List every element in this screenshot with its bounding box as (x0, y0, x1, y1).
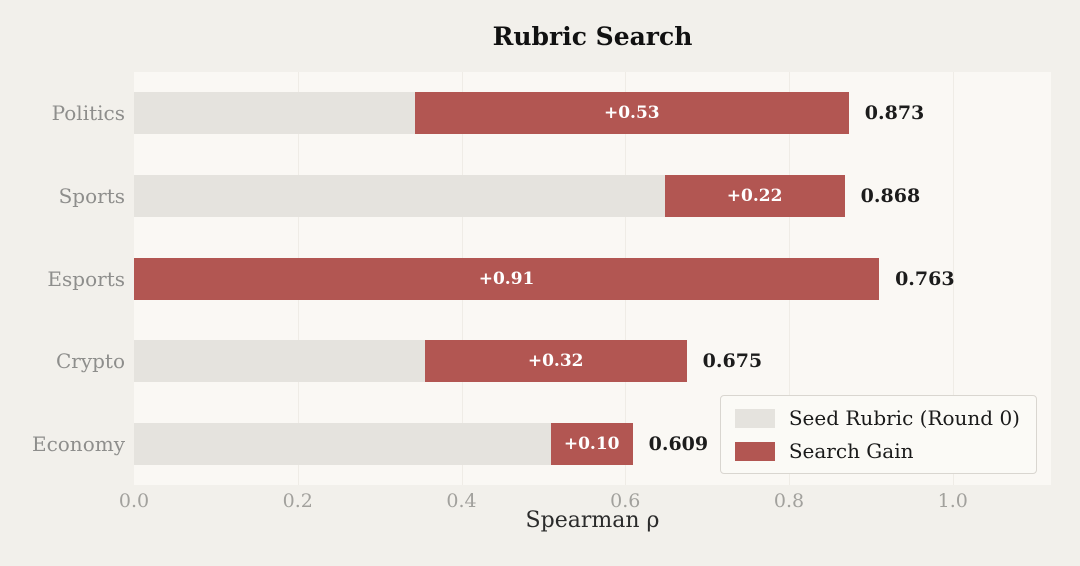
x-tick-label: 1.0 (937, 490, 968, 512)
bar-row-crypto: +0.32 0.675 (134, 340, 1051, 383)
seed-bar-segment (134, 422, 551, 465)
seed-bar-segment (134, 92, 415, 135)
gain-value-label: +0.91 (478, 268, 535, 289)
gain-bar-segment: +0.32 (424, 340, 687, 383)
x-tick-label: 0.6 (610, 490, 641, 512)
bar-row-sports: +0.22 0.868 (134, 174, 1051, 217)
gain-value-label: +0.32 (527, 351, 584, 372)
category-label-esports: Esports (47, 266, 125, 291)
total-value-label: 0.763 (895, 267, 955, 290)
x-tick-label: 0.2 (282, 490, 313, 512)
legend-item: Seed Rubric (Round 0) (734, 406, 1020, 430)
category-label-sports: Sports (58, 183, 125, 208)
gain-value-label: +0.53 (603, 103, 660, 124)
legend-swatch (734, 408, 775, 428)
total-value-label: 0.675 (702, 350, 763, 373)
x-tick-label: 0.0 (118, 490, 150, 512)
legend: Seed Rubric (Round 0) Search Gain (719, 395, 1037, 474)
gain-bar-segment: +0.53 (414, 92, 849, 135)
chart-title: Rubric Search (492, 22, 693, 51)
gain-bar-segment: +0.22 (664, 174, 845, 217)
gain-value-label: +0.22 (726, 185, 783, 206)
x-axis-label: Spearman ρ (525, 508, 660, 533)
total-value-label: 0.868 (860, 184, 921, 207)
plot-area: +0.53 0.873 +0.22 0.868 +0.91 0.763 +0.32 0.675… (134, 72, 1051, 485)
category-label-crypto: Crypto (55, 349, 125, 374)
x-tick-label: 0.8 (773, 490, 805, 512)
seed-bar-segment (134, 340, 425, 383)
legend-item: Search Gain (734, 439, 1020, 463)
x-tick-label: 0.4 (446, 490, 477, 512)
legend-label: Search Gain (788, 439, 914, 463)
total-value-label: 0.873 (864, 102, 925, 125)
total-value-label: 0.609 (648, 432, 709, 455)
gain-bar-segment: +0.10 (550, 422, 633, 465)
legend-swatch (734, 441, 775, 461)
grid-line (952, 72, 954, 485)
legend-label: Seed Rubric (Round 0) (788, 406, 1020, 430)
bar-row-esports: +0.91 0.763 (134, 257, 1051, 300)
bar-row-economy: +0.10 0.609 (134, 422, 1051, 465)
category-label-politics: Politics (51, 101, 125, 126)
seed-bar-segment (134, 174, 665, 217)
bar-row-politics: +0.53 0.873 (134, 92, 1051, 135)
gain-bar-segment: +0.91 (134, 257, 880, 300)
category-label-economy: Economy (31, 431, 125, 456)
gain-value-label: +0.10 (563, 433, 620, 454)
